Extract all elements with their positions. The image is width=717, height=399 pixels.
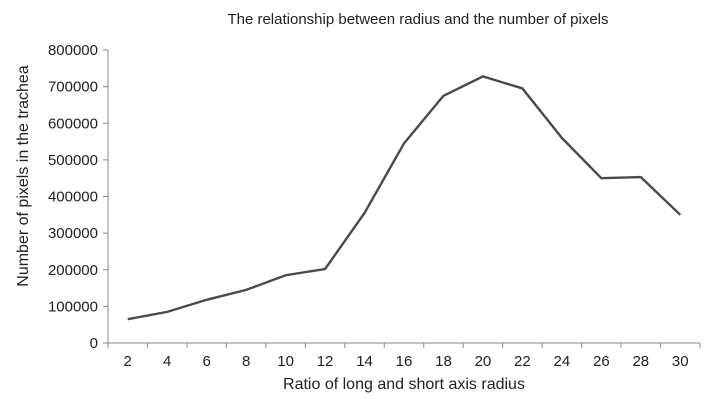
series-line <box>127 75 682 321</box>
y-tick-label: 200000 <box>48 262 98 279</box>
x-tick-label: 12 <box>317 353 334 370</box>
x-axis-ticks: 2 4 6 8 10 12 14 16 18 20 22 24 26 28 30 <box>107 343 701 370</box>
x-tick-label: 22 <box>514 353 531 370</box>
x-tick-label: 14 <box>356 353 373 370</box>
series-layer <box>127 75 682 321</box>
x-tick-label: 16 <box>396 353 413 370</box>
x-tick-label: 28 <box>632 353 649 370</box>
y-tick-label: 800000 <box>48 42 98 59</box>
y-tick-label: 700000 <box>48 79 98 96</box>
x-tick-label: 20 <box>475 353 492 370</box>
x-tick-label: 26 <box>593 353 610 370</box>
x-tick-label: 10 <box>277 353 294 370</box>
y-tick-label: 300000 <box>48 225 98 242</box>
x-tick-label: 18 <box>435 353 452 370</box>
y-tick-label: 400000 <box>48 189 98 206</box>
x-tick-label: 6 <box>202 353 210 370</box>
y-tick-label: 500000 <box>48 152 98 169</box>
y-tick-label: 600000 <box>48 115 98 132</box>
x-tick-label: 8 <box>242 353 250 370</box>
y-tick-label: 0 <box>90 335 98 352</box>
y-axis-ticks: 0 100000 200000 300000 400000 500000 600000 700… <box>48 42 108 352</box>
x-tick-label: 4 <box>163 353 171 370</box>
x-tick-label: 30 <box>672 353 689 370</box>
y-tick-label: 100000 <box>48 298 98 315</box>
chart-title: The relationship between radius and the … <box>227 11 608 28</box>
x-axis-label: Ratio of long and short axis radius <box>283 376 525 393</box>
x-tick-label: 24 <box>554 353 571 370</box>
x-tick-label: 2 <box>124 353 132 370</box>
y-axis-label: Number of pixels in the trachea <box>15 65 32 287</box>
